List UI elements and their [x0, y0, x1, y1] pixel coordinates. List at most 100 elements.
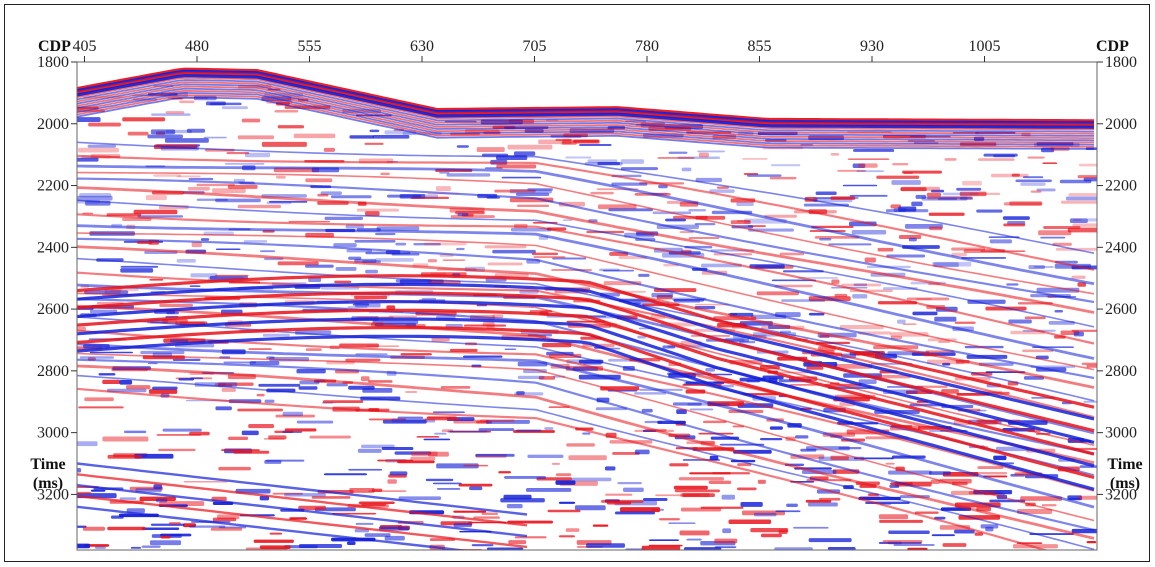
amplitude-patch	[969, 192, 1001, 195]
amplitude-patch	[463, 355, 503, 358]
reflector-horizon	[77, 224, 1095, 360]
amplitude-patch	[892, 162, 909, 166]
amplitude-patch	[79, 193, 112, 198]
amplitude-patch	[847, 158, 890, 161]
amplitude-patch	[316, 552, 350, 554]
amplitude-patch	[141, 527, 180, 530]
amplitude-patch	[597, 162, 621, 166]
amplitude-patch	[551, 462, 560, 465]
amplitude-patch	[736, 202, 754, 206]
amplitude-patch	[544, 427, 554, 430]
amplitude-patch	[1073, 331, 1084, 337]
x-tick-label: 1005	[969, 38, 1001, 55]
amplitude-patch	[897, 319, 906, 324]
amplitude-patch	[397, 416, 423, 419]
amplitude-patch	[730, 220, 751, 225]
reflector-horizon	[77, 308, 1095, 456]
amplitude-patch	[140, 350, 185, 355]
amplitude-patch	[555, 473, 572, 477]
amplitude-patch	[155, 498, 168, 503]
amplitude-patch	[469, 486, 483, 491]
amplitude-patch	[266, 356, 275, 360]
amplitude-patch	[669, 463, 689, 467]
amplitude-patch	[259, 545, 291, 549]
amplitude-patch	[1086, 540, 1097, 544]
amplitude-patch	[394, 451, 432, 455]
amplitude-patch	[740, 501, 763, 507]
amplitude-patch	[959, 196, 974, 200]
amplitude-patch	[289, 517, 307, 520]
amplitude-patch	[722, 528, 732, 534]
amplitude-patch	[815, 191, 837, 195]
amplitude-patch	[927, 196, 973, 200]
amplitude-patch	[777, 554, 817, 558]
amplitude-patch	[478, 428, 515, 431]
amplitude-patch	[203, 136, 227, 139]
amplitude-patch	[839, 324, 884, 330]
amplitude-patch	[762, 375, 784, 380]
amplitude-patch	[1077, 282, 1086, 287]
amplitude-patch	[421, 297, 437, 301]
amplitude-patch	[214, 274, 249, 277]
amplitude-patch	[188, 186, 210, 191]
amplitude-patch	[1040, 236, 1066, 239]
amplitude-patch	[893, 544, 935, 546]
amplitude-patch	[983, 475, 1008, 478]
amplitude-patch	[527, 187, 554, 192]
y-tick-label-right: 3200	[1105, 486, 1137, 503]
amplitude-patch	[196, 562, 225, 564]
amplitude-patch	[676, 409, 687, 415]
amplitude-patch	[1077, 175, 1097, 179]
y-axis-left-ticks: 1800 2000 2200 2400 2600 2800 3000 3200	[37, 54, 77, 503]
amplitude-patch	[424, 418, 461, 421]
amplitude-patch	[954, 529, 975, 534]
amplitude-patch	[974, 532, 984, 536]
amplitude-patch	[473, 516, 500, 519]
amplitude-patch	[680, 492, 710, 498]
amplitude-patch	[650, 558, 682, 562]
amplitude-patch	[233, 450, 270, 454]
amplitude-patch	[769, 176, 797, 180]
reflector-horizon	[77, 505, 470, 550]
amplitude-patch	[688, 237, 720, 239]
amplitude-patch	[176, 175, 201, 178]
reflector-horizon	[77, 199, 1095, 328]
reflector-horizon	[77, 494, 528, 549]
amplitude-patch	[299, 380, 320, 385]
amplitude-patch	[1068, 193, 1097, 197]
amplitude-patch	[298, 386, 318, 390]
amplitude-patch	[911, 201, 923, 207]
amplitude-patch	[323, 147, 335, 152]
amplitude-patch	[1036, 188, 1056, 192]
amplitude-patch	[84, 397, 114, 402]
amplitude-patch	[538, 376, 556, 380]
plot-border	[76, 61, 1098, 551]
amplitude-patch	[348, 468, 383, 471]
amplitude-patch	[90, 489, 106, 492]
amplitude-patch	[395, 242, 407, 246]
amplitude-patch	[405, 391, 418, 393]
amplitude-patch	[642, 497, 668, 501]
amplitude-patch	[165, 562, 209, 566]
amplitude-patch	[665, 218, 686, 222]
amplitude-patch	[641, 408, 653, 413]
amplitude-patch	[1061, 200, 1097, 204]
amplitude-patch	[714, 546, 737, 549]
amplitude-patch	[368, 418, 407, 421]
amplitude-patch	[695, 177, 722, 183]
amplitude-patch	[264, 399, 275, 403]
amplitude-patch	[877, 247, 894, 252]
amplitude-patch	[432, 482, 462, 485]
amplitude-patch	[357, 448, 382, 453]
amplitude-patch	[172, 358, 201, 361]
y-axis-title-right-line2: (ms)	[1110, 475, 1140, 492]
amplitude-patch	[484, 245, 527, 249]
amplitude-patch	[1008, 319, 1032, 324]
amplitude-patch	[322, 400, 364, 404]
amplitude-patch	[305, 348, 322, 351]
amplitude-patch	[1069, 218, 1088, 224]
reflector-horizon	[77, 67, 1094, 123]
amplitude-patch	[375, 232, 396, 236]
amplitude-patch	[681, 167, 692, 172]
amplitude-patch	[991, 173, 1029, 178]
